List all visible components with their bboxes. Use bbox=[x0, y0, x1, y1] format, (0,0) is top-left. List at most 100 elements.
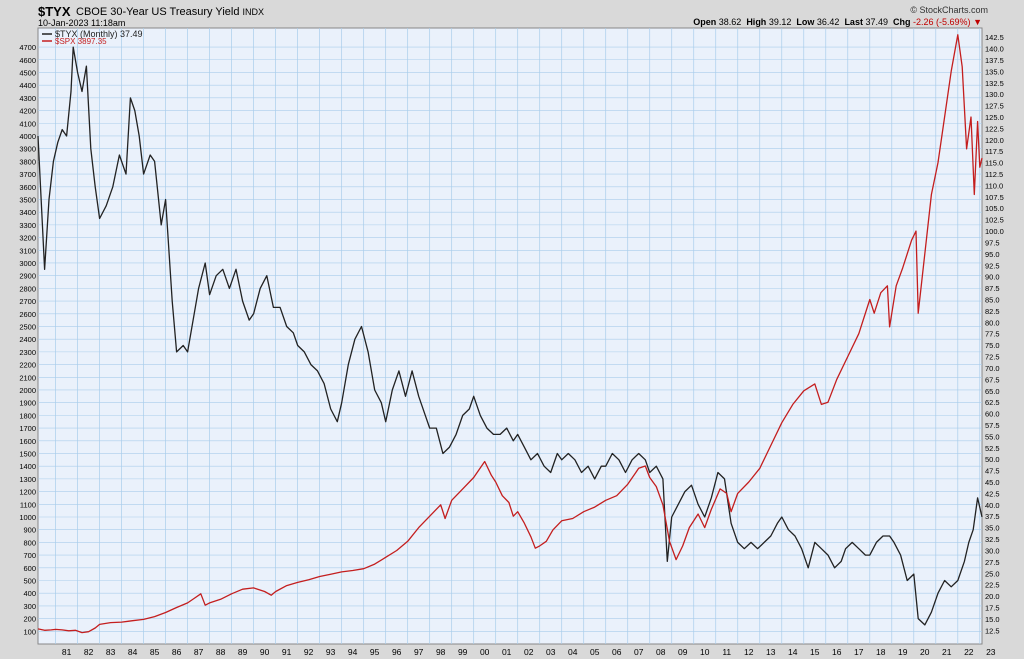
left-tick-label: 3400 bbox=[19, 208, 36, 217]
x-tick-label: 11 bbox=[722, 647, 731, 657]
right-tick-label: 105.0 bbox=[985, 204, 1004, 213]
right-tick-label: 115.0 bbox=[985, 159, 1003, 168]
right-tick-label: 77.5 bbox=[985, 330, 1000, 339]
left-tick-label: 1300 bbox=[19, 475, 36, 484]
left-tick-label: 1000 bbox=[19, 513, 36, 522]
left-tick-label: 4400 bbox=[19, 81, 36, 90]
left-tick-label: 3900 bbox=[19, 145, 36, 154]
left-tick-label: 600 bbox=[23, 564, 36, 573]
left-tick-label: 3000 bbox=[19, 259, 36, 268]
series-line-tyx bbox=[37, 46, 983, 626]
right-tick-label: 45.0 bbox=[985, 478, 1000, 487]
left-tick-label: 2200 bbox=[19, 361, 36, 370]
right-tick-label: 82.5 bbox=[985, 307, 1000, 316]
last-value: 37.49 bbox=[865, 17, 888, 27]
right-tick-label: 70.0 bbox=[985, 364, 1000, 373]
chg-label: Chg bbox=[893, 17, 911, 27]
x-tick-label: 86 bbox=[172, 647, 182, 657]
x-tick-label: 22 bbox=[964, 647, 974, 657]
last-label: Last bbox=[844, 17, 863, 27]
left-tick-label: 200 bbox=[23, 615, 36, 624]
right-tick-label: 80.0 bbox=[985, 318, 1000, 327]
x-tick-label: 98 bbox=[436, 647, 446, 657]
left-tick-label: 3800 bbox=[19, 157, 36, 166]
left-tick-label: 4200 bbox=[19, 107, 36, 116]
left-tick-label: 1700 bbox=[19, 424, 36, 433]
right-tick-label: 135.0 bbox=[985, 67, 1004, 76]
x-tick-label: 18 bbox=[876, 647, 886, 657]
series-line-spx bbox=[37, 34, 983, 634]
left-tick-label: 2900 bbox=[19, 272, 36, 281]
right-tick-label: 85.0 bbox=[985, 295, 1000, 304]
right-tick-label: 27.5 bbox=[985, 558, 1000, 567]
series-layer bbox=[37, 34, 983, 634]
x-tick-label: 83 bbox=[106, 647, 116, 657]
left-tick-label: 3200 bbox=[19, 234, 36, 243]
left-tick-label: 400 bbox=[23, 589, 36, 598]
left-tick-label: 700 bbox=[23, 551, 36, 560]
gridlines bbox=[38, 28, 982, 644]
left-tick-label: 2000 bbox=[19, 386, 36, 395]
x-tick-label: 15 bbox=[810, 647, 820, 657]
x-axis-ticks: 81 82 83 84 85 86 87 88 89 90 91 92 93 94 95 96 97 98 99 00… bbox=[62, 647, 996, 657]
x-tick-label: 92 bbox=[304, 647, 314, 657]
x-tick-label: 94 bbox=[348, 647, 358, 657]
left-tick-label: 4700 bbox=[19, 43, 36, 52]
right-tick-label: 87.5 bbox=[985, 284, 1000, 293]
x-tick-label: 81 bbox=[62, 647, 72, 657]
right-tick-label: 40.0 bbox=[985, 501, 1000, 510]
x-tick-label: 09 bbox=[678, 647, 688, 657]
left-tick-label: 1100 bbox=[20, 500, 36, 509]
x-tick-label: 02 bbox=[524, 647, 534, 657]
left-tick-label: 800 bbox=[23, 538, 36, 547]
x-tick-label: 01 bbox=[502, 647, 512, 657]
x-tick-label: 20 bbox=[920, 647, 930, 657]
x-tick-label: 23 bbox=[986, 647, 996, 657]
x-tick-label: 05 bbox=[590, 647, 600, 657]
chg-value: -2.26 (-5.69%) bbox=[913, 17, 971, 27]
right-tick-label: 57.5 bbox=[985, 421, 1000, 430]
x-tick-label: 03 bbox=[546, 647, 556, 657]
x-tick-label: 88 bbox=[216, 647, 226, 657]
x-tick-label: 84 bbox=[128, 647, 138, 657]
low-label: Low bbox=[796, 17, 815, 27]
x-tick-label: 00 bbox=[480, 647, 490, 657]
x-tick-label: 90 bbox=[260, 647, 270, 657]
ticker-description: CBOE 30-Year US Treasury Yield INDX bbox=[76, 6, 264, 18]
x-tick-label: 16 bbox=[832, 647, 842, 657]
right-tick-label: 132.5 bbox=[985, 79, 1004, 88]
left-axis-ticks: 100 200 300 400 500 600 700 800 900 1000 1100 1200 1… bbox=[19, 43, 36, 636]
left-tick-label: 300 bbox=[23, 602, 36, 611]
ticker-symbol[interactable]: $TYX bbox=[38, 4, 71, 19]
x-tick-label: 12 bbox=[744, 647, 754, 657]
chart-header: $TYX CBOE 30-Year US Treasury Yield INDX… bbox=[38, 4, 988, 28]
right-tick-label: 95.0 bbox=[985, 250, 1000, 259]
left-tick-label: 2400 bbox=[19, 335, 36, 344]
left-tick-label: 3700 bbox=[19, 170, 36, 179]
x-tick-label: 13 bbox=[766, 647, 776, 657]
left-tick-label: 2600 bbox=[19, 310, 36, 319]
x-tick-label: 17 bbox=[854, 647, 864, 657]
legend: $TYX (Monthly) 37.49 $SPX 3897.35 bbox=[42, 29, 143, 46]
right-tick-label: 20.0 bbox=[985, 592, 1000, 601]
brand-label[interactable]: © StockCharts.com bbox=[910, 5, 988, 15]
low-value: 36.42 bbox=[816, 17, 840, 27]
ohlc-readout: Open 38.62 High 39.12 Low 36.42 Last 37.… bbox=[693, 17, 982, 27]
right-tick-label: 100.0 bbox=[985, 227, 1004, 236]
left-tick-label: 3600 bbox=[19, 183, 36, 192]
legend-entry-spx: $SPX 3897.35 bbox=[55, 37, 107, 46]
left-tick-label: 2500 bbox=[19, 322, 36, 331]
right-tick-label: 30.0 bbox=[985, 546, 1000, 555]
right-tick-label: 42.5 bbox=[985, 489, 1000, 498]
right-tick-label: 142.5 bbox=[985, 33, 1004, 42]
left-tick-label: 1400 bbox=[19, 462, 36, 471]
right-tick-label: 112.5 bbox=[985, 170, 1003, 179]
x-tick-label: 87 bbox=[194, 647, 204, 657]
right-tick-label: 122.5 bbox=[985, 124, 1004, 133]
down-arrow-icon: ▼ bbox=[973, 17, 982, 27]
left-tick-label: 3100 bbox=[19, 246, 36, 255]
exchange-label: INDX bbox=[242, 7, 265, 17]
legend-entry-tyx: $TYX (Monthly) 37.49 bbox=[55, 29, 143, 39]
right-tick-label: 130.0 bbox=[985, 90, 1004, 99]
